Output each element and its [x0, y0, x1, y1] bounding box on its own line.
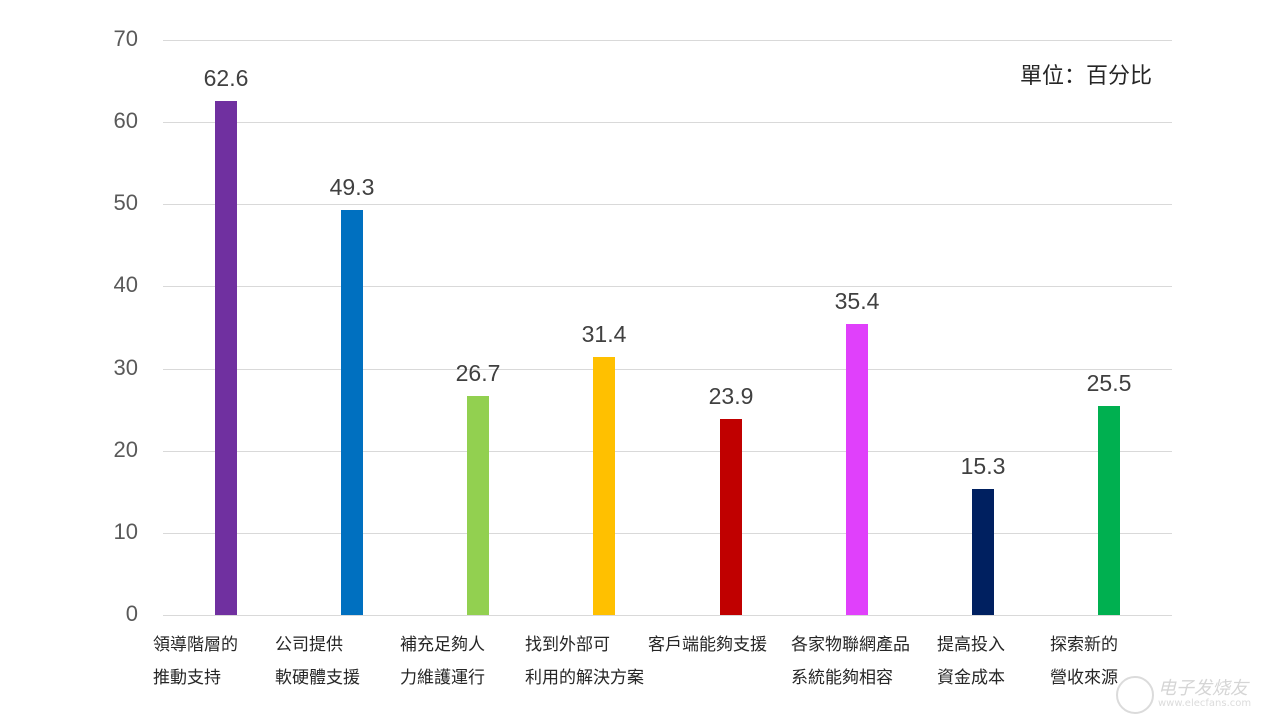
bar [846, 324, 868, 615]
bar [1098, 406, 1120, 615]
bar [341, 210, 363, 615]
x-tick-label: 補充足夠人 力維護運行 [400, 635, 485, 688]
bar [467, 396, 489, 615]
y-tick-label: 60 [113, 108, 138, 133]
x-tick-label: 領導階層的 推動支持 [153, 635, 238, 688]
gridline [163, 615, 1172, 616]
bar [720, 419, 742, 615]
gridline [163, 40, 1172, 41]
watermark-url: www.elecfans.com [1158, 698, 1252, 709]
bar [215, 101, 237, 615]
data-label: 23.9 [708, 383, 754, 409]
gridline [163, 286, 1172, 287]
gridline [163, 204, 1172, 205]
unit-label: 單位：百分比 [1019, 64, 1152, 89]
gridline [163, 451, 1172, 452]
x-tick-label: 找到外部可 利用的解決方案 [525, 635, 644, 688]
watermark-logo-icon [1116, 676, 1154, 714]
y-tick-label: 70 [113, 26, 138, 51]
data-label: 31.4 [581, 321, 627, 347]
x-tick-label: 提高投入 資金成本 [937, 635, 1005, 688]
y-tick-label: 30 [113, 355, 138, 380]
x-tick-label: 探索新的 營收來源 [1050, 635, 1118, 688]
watermark-text: 电子发烧友 [1158, 678, 1248, 699]
gridline [163, 533, 1172, 534]
data-label: 26.7 [455, 360, 501, 386]
y-tick-label: 20 [113, 437, 138, 462]
watermark: 电子发烧友 www.elecfans.com [1116, 672, 1266, 716]
x-tick-label: 客戶端能夠支援 [648, 635, 767, 655]
gridline [163, 369, 1172, 370]
x-tick-label: 公司提供 軟硬體支援 [275, 635, 360, 688]
bar [593, 357, 615, 615]
y-tick-label: 0 [125, 601, 138, 626]
data-label: 35.4 [834, 288, 880, 314]
gridline [163, 122, 1172, 123]
y-tick-label: 10 [113, 519, 138, 544]
data-label: 25.5 [1086, 370, 1132, 396]
data-label: 15.3 [960, 453, 1006, 479]
x-tick-label: 各家物聯網產品 系統能夠相容 [791, 635, 910, 688]
y-tick-label: 40 [113, 272, 138, 297]
y-tick-label: 50 [113, 190, 138, 215]
data-label: 62.6 [203, 65, 249, 91]
bar [972, 489, 994, 615]
data-label: 49.3 [329, 174, 375, 200]
